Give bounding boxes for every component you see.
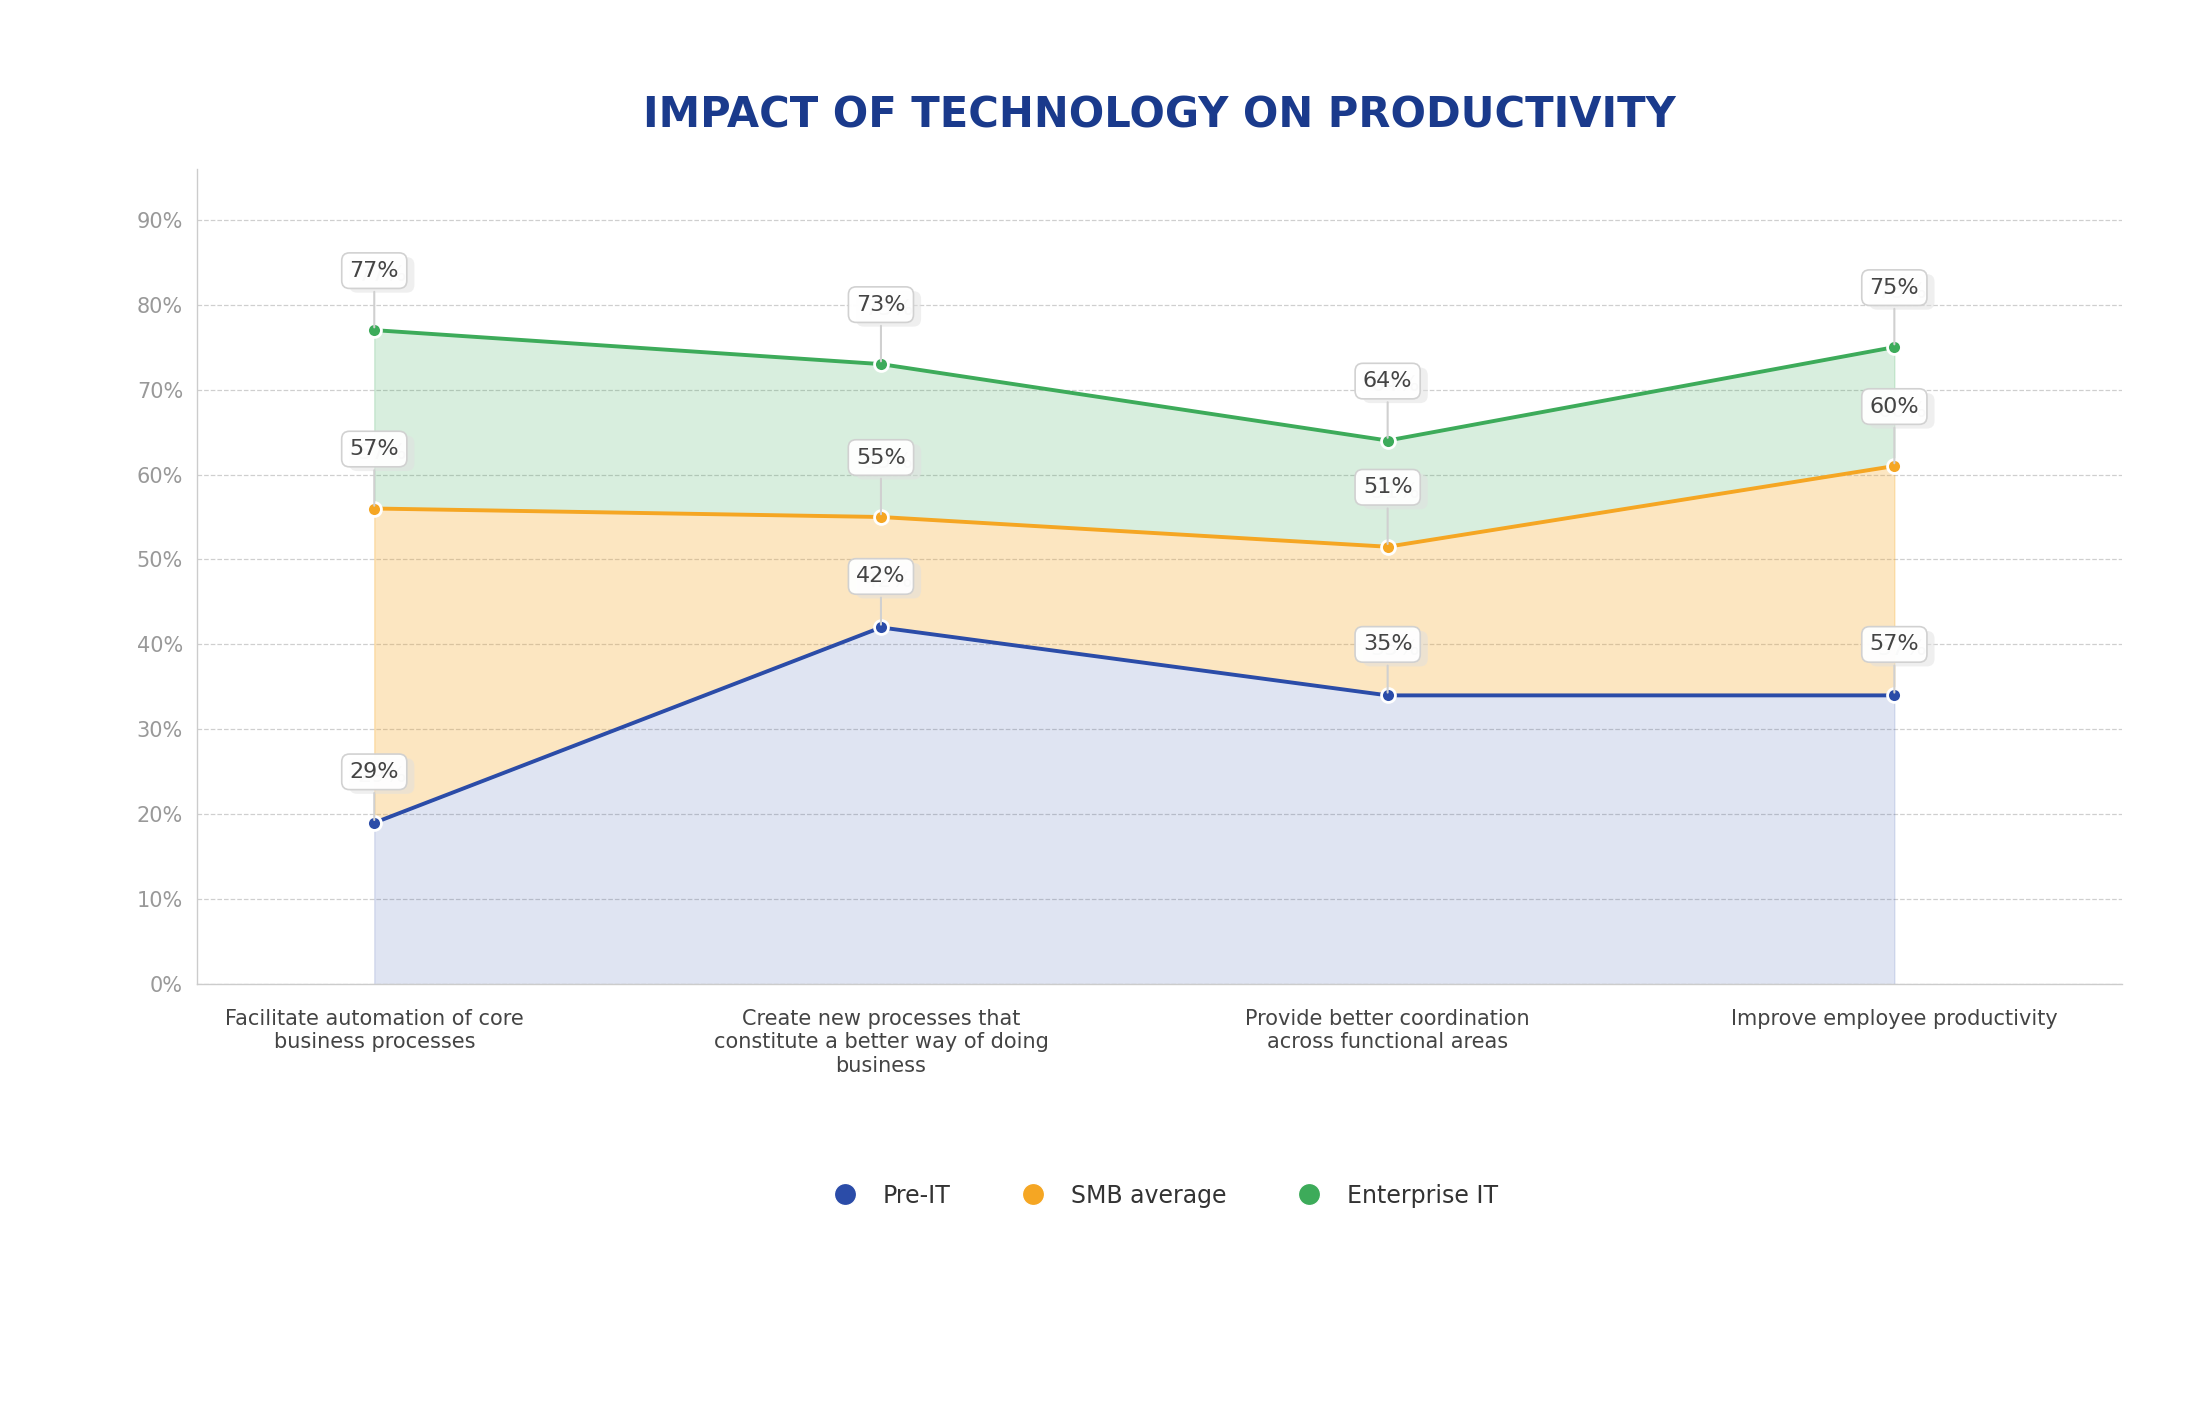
Text: 51%: 51% [1363, 477, 1413, 544]
Text: 57%: 57% [1877, 638, 1928, 658]
Text: 29%: 29% [357, 766, 407, 786]
Title: IMPACT OF TECHNOLOGY ON PRODUCTIVITY: IMPACT OF TECHNOLOGY ON PRODUCTIVITY [643, 94, 1676, 136]
Point [357, 498, 392, 520]
Legend: Pre-IT, SMB average, Enterprise IT: Pre-IT, SMB average, Enterprise IT [812, 1174, 1508, 1218]
Text: 55%: 55% [864, 451, 912, 472]
Text: 60%: 60% [1869, 396, 1919, 463]
Text: 75%: 75% [1877, 281, 1928, 302]
Point [1370, 536, 1405, 558]
Text: 57%: 57% [1869, 634, 1919, 693]
Text: 73%: 73% [864, 299, 912, 319]
Point [1877, 685, 1912, 707]
Text: 75%: 75% [1869, 277, 1919, 344]
Text: 64%: 64% [1370, 375, 1420, 395]
Text: 55%: 55% [856, 447, 906, 515]
Text: 77%: 77% [357, 264, 407, 285]
Text: 51%: 51% [1370, 481, 1420, 502]
Text: 57%: 57% [350, 439, 398, 506]
Text: 42%: 42% [864, 571, 912, 591]
Point [1370, 685, 1405, 707]
Point [357, 811, 392, 834]
Point [864, 506, 899, 529]
Text: 29%: 29% [350, 762, 398, 820]
Text: 73%: 73% [856, 295, 906, 361]
Text: 60%: 60% [1877, 401, 1928, 420]
Text: 35%: 35% [1370, 638, 1420, 658]
Point [1877, 336, 1912, 359]
Point [864, 353, 899, 375]
Point [1877, 454, 1912, 477]
Text: 42%: 42% [856, 567, 906, 624]
Text: 77%: 77% [350, 260, 398, 328]
Text: 57%: 57% [357, 443, 407, 464]
Text: 35%: 35% [1363, 634, 1413, 693]
Text: 64%: 64% [1363, 371, 1413, 437]
Point [1370, 429, 1405, 451]
Point [357, 319, 392, 342]
Point [864, 616, 899, 638]
